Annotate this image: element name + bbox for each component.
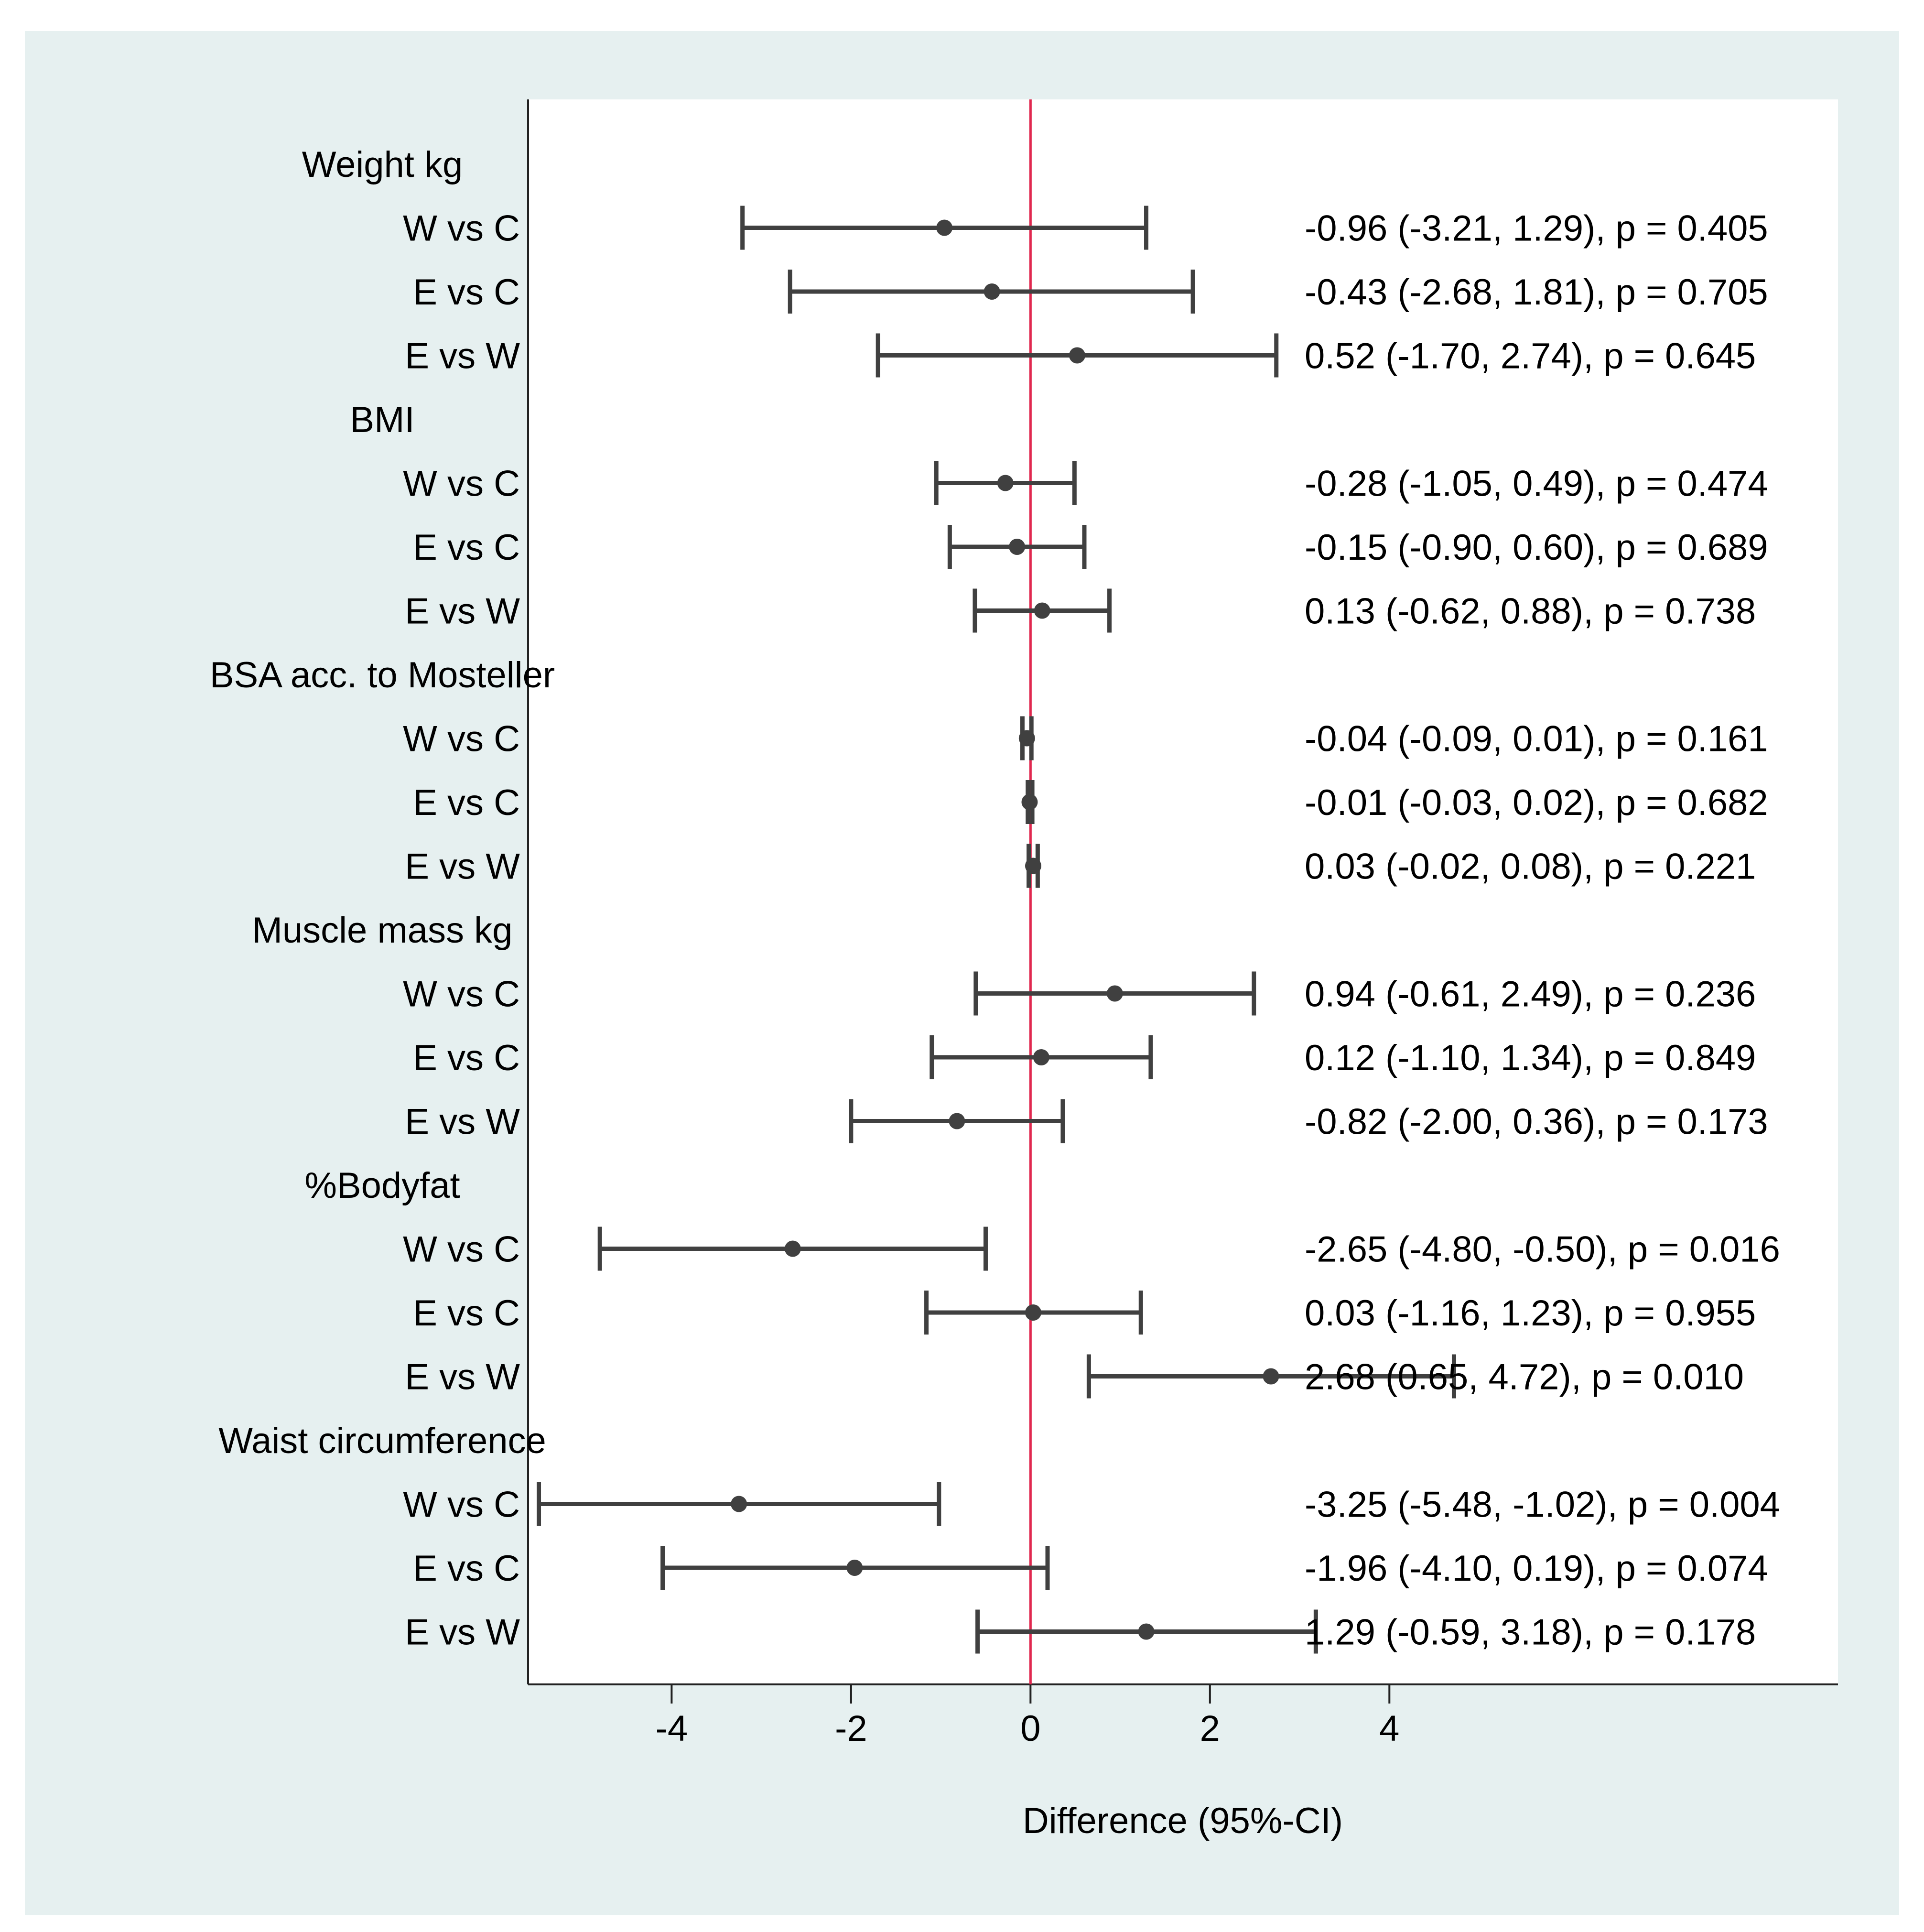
estimate-annotation: -0.01 (-0.03, 0.02), p = 0.682 xyxy=(1305,782,1768,823)
comparison-label: E vs C xyxy=(413,1038,520,1078)
estimate-annotation: -2.65 (-4.80, -0.50), p = 0.016 xyxy=(1305,1229,1780,1270)
estimate-annotation: 0.03 (-1.16, 1.23), p = 0.955 xyxy=(1305,1293,1756,1334)
comparison-label: E vs W xyxy=(405,1102,520,1142)
comparison-label: E vs W xyxy=(405,336,520,377)
comparison-label: E vs C xyxy=(413,1293,520,1334)
comparison-label: E vs W xyxy=(405,1357,520,1398)
point-estimate-marker xyxy=(731,1496,747,1512)
comparison-label: E vs C xyxy=(413,1548,520,1589)
point-estimate-marker xyxy=(1009,539,1026,555)
point-estimate-marker xyxy=(1138,1623,1155,1640)
x-tick-label: -2 xyxy=(835,1708,867,1749)
estimate-annotation: 1.29 (-0.59, 3.18), p = 0.178 xyxy=(1305,1612,1756,1653)
comparison-label: E vs W xyxy=(405,847,520,887)
point-estimate-marker xyxy=(1025,857,1041,874)
estimate-annotation: -1.96 (-4.10, 0.19), p = 0.074 xyxy=(1305,1548,1768,1589)
estimate-annotation: 0.03 (-0.02, 0.08), p = 0.221 xyxy=(1305,847,1756,887)
group-label: Waist circumference xyxy=(218,1421,546,1461)
point-estimate-marker xyxy=(997,475,1014,491)
point-estimate-marker xyxy=(1033,1049,1049,1065)
group-label: BMI xyxy=(350,400,414,440)
estimate-annotation: -0.82 (-2.00, 0.36), p = 0.173 xyxy=(1305,1102,1768,1142)
comparison-label: W vs C xyxy=(403,208,520,249)
point-estimate-marker xyxy=(846,1560,863,1576)
comparison-label: E vs C xyxy=(413,272,520,313)
estimate-annotation: -0.15 (-0.90, 0.60), p = 0.689 xyxy=(1305,527,1768,568)
point-estimate-marker xyxy=(936,219,953,236)
estimate-annotation: -0.28 (-1.05, 0.49), p = 0.474 xyxy=(1305,464,1768,504)
point-estimate-marker xyxy=(1106,985,1123,1002)
estimate-annotation: 0.52 (-1.70, 2.74), p = 0.645 xyxy=(1305,336,1756,377)
estimate-annotation: -3.25 (-5.48, -1.02), p = 0.004 xyxy=(1305,1485,1780,1525)
comparison-label: E vs C xyxy=(413,527,520,568)
estimate-annotation: -0.04 (-0.09, 0.01), p = 0.161 xyxy=(1305,719,1768,760)
group-label: Muscle mass kg xyxy=(252,910,513,951)
point-estimate-marker xyxy=(1263,1368,1279,1385)
x-tick-label: 2 xyxy=(1200,1708,1220,1749)
point-estimate-marker xyxy=(784,1240,801,1257)
group-label: %Bodyfat xyxy=(304,1165,460,1206)
x-tick-label: 4 xyxy=(1379,1708,1399,1749)
comparison-label: E vs W xyxy=(405,591,520,632)
group-label: BSA acc. to Mosteller xyxy=(210,655,555,695)
comparison-label: E vs W xyxy=(405,1612,520,1653)
plot-region xyxy=(528,99,1838,1684)
estimate-annotation: -0.43 (-2.68, 1.81), p = 0.705 xyxy=(1305,272,1768,313)
point-estimate-marker xyxy=(1034,602,1050,619)
x-tick-label: -4 xyxy=(656,1708,688,1749)
group-label: Weight kg xyxy=(302,144,463,185)
point-estimate-marker xyxy=(1025,1304,1041,1321)
x-axis-title: Difference (95%-CI) xyxy=(1023,1801,1343,1841)
comparison-label: W vs C xyxy=(403,974,520,1015)
comparison-label: W vs C xyxy=(403,1229,520,1270)
point-estimate-marker xyxy=(1021,794,1038,810)
estimate-annotation: 0.13 (-0.62, 0.88), p = 0.738 xyxy=(1305,591,1756,632)
point-estimate-marker xyxy=(1069,347,1085,364)
x-tick-label: 0 xyxy=(1020,1708,1040,1749)
comparison-label: E vs C xyxy=(413,782,520,823)
comparison-label: W vs C xyxy=(403,719,520,760)
estimate-annotation: 2.68 (0.65, 4.72), p = 0.010 xyxy=(1305,1357,1744,1398)
point-estimate-marker xyxy=(984,283,1000,300)
point-estimate-marker xyxy=(949,1113,965,1129)
estimate-annotation: 0.94 (-0.61, 2.49), p = 0.236 xyxy=(1305,974,1756,1015)
comparison-label: W vs C xyxy=(403,1485,520,1525)
estimate-annotation: -0.96 (-3.21, 1.29), p = 0.405 xyxy=(1305,208,1768,249)
comparison-label: W vs C xyxy=(403,464,520,504)
estimate-annotation: 0.12 (-1.10, 1.34), p = 0.849 xyxy=(1305,1038,1756,1078)
point-estimate-marker xyxy=(1018,730,1035,747)
